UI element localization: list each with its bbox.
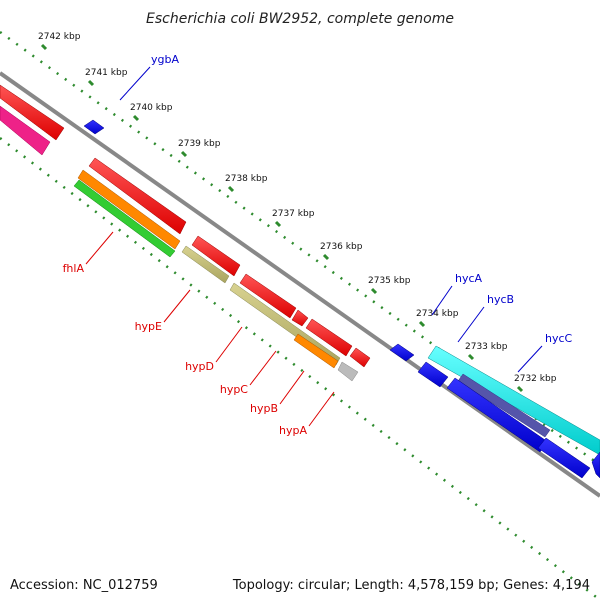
gene-label-ygbA: ygbA — [151, 53, 179, 66]
tick-mark — [322, 253, 330, 261]
tick-mark — [516, 385, 524, 393]
hycA-cds-small — [389, 343, 415, 362]
hypB-cds — [305, 318, 353, 357]
genome-backbone — [0, 71, 600, 498]
tick-mark — [40, 43, 48, 51]
map-title: Escherichia coli BW2952, complete genome — [146, 11, 454, 27]
hypE-cds — [191, 235, 241, 277]
tick-group: 2742 kbp 2741 kbp 2740 kbp 2739 kbp 2738 kbp… — [38, 32, 557, 393]
leader-line — [215, 326, 243, 363]
gene-label-hycA: hycA — [455, 272, 483, 285]
leader-line — [308, 391, 335, 427]
tick-label: 2739 kbp — [178, 139, 221, 149]
leader-line — [119, 66, 151, 101]
fhlA-cds — [88, 157, 187, 235]
fhlA-gene-green — [73, 179, 176, 258]
gene-label-hypA: hypA — [279, 424, 307, 437]
leader-line — [85, 231, 114, 265]
hypD-cds — [239, 273, 297, 319]
hycC-gene — [427, 345, 600, 456]
hypA-gene-grey — [337, 361, 359, 382]
gene-label-hypE: hypE — [135, 320, 162, 333]
hycC-cds — [537, 437, 591, 479]
hypE-gene — [181, 245, 230, 284]
gene-label-hypC: hypC — [220, 383, 248, 396]
tick-label: 2736 kbp — [320, 242, 363, 252]
upstream-cds — [0, 84, 65, 141]
upstream-gene-magenta — [0, 105, 51, 156]
gene-label-hycB: hycB — [487, 293, 514, 306]
tick-label: 2733 kbp — [465, 342, 508, 352]
tick-mark — [467, 353, 475, 361]
tick-label: 2741 kbp — [85, 68, 128, 78]
tick-mark — [227, 185, 235, 193]
hypA-cds — [349, 347, 371, 368]
tick-mark — [87, 79, 95, 87]
tick-label: 2734 kbp — [416, 309, 459, 319]
leader-line — [249, 350, 277, 386]
tick-mark — [274, 220, 282, 228]
tick-mark — [418, 320, 426, 328]
genome-stats-text: Topology: circular; Length: 4,578,159 bp… — [232, 578, 590, 593]
tick-label: 2737 kbp — [272, 209, 315, 219]
leader-line — [517, 345, 543, 373]
leader-line — [163, 289, 191, 323]
fhlA-gene-orange — [77, 169, 181, 250]
gene-label-hypB: hypB — [250, 402, 278, 415]
gene-label-fhlA: fhlA — [63, 262, 85, 275]
leader-line — [431, 285, 453, 316]
hycA-cds — [417, 361, 449, 388]
tick-mark — [132, 114, 140, 122]
accession-text: Accession: NC_012759 — [10, 578, 158, 593]
tick-label: 2740 kbp — [130, 103, 173, 113]
gene-label-hypD: hypD — [185, 360, 214, 373]
hypC-cds — [291, 309, 309, 327]
tick-label: 2735 kbp — [368, 276, 411, 286]
tick-mark — [180, 150, 188, 158]
tick-label: 2732 kbp — [514, 374, 557, 384]
tick-mark — [370, 287, 378, 295]
ygbA-cds — [83, 119, 105, 135]
leader-line — [279, 370, 305, 405]
hycC-cds-edge — [591, 451, 600, 479]
tick-label: 2738 kbp — [225, 174, 268, 184]
gene-label-hycC: hycC — [545, 332, 573, 345]
inner-tick-track — [0, 137, 600, 600]
hypB-gene-orange — [293, 333, 339, 369]
hycB-gene — [457, 373, 551, 438]
leader-line — [457, 306, 485, 343]
tick-label: 2742 kbp — [38, 32, 81, 42]
